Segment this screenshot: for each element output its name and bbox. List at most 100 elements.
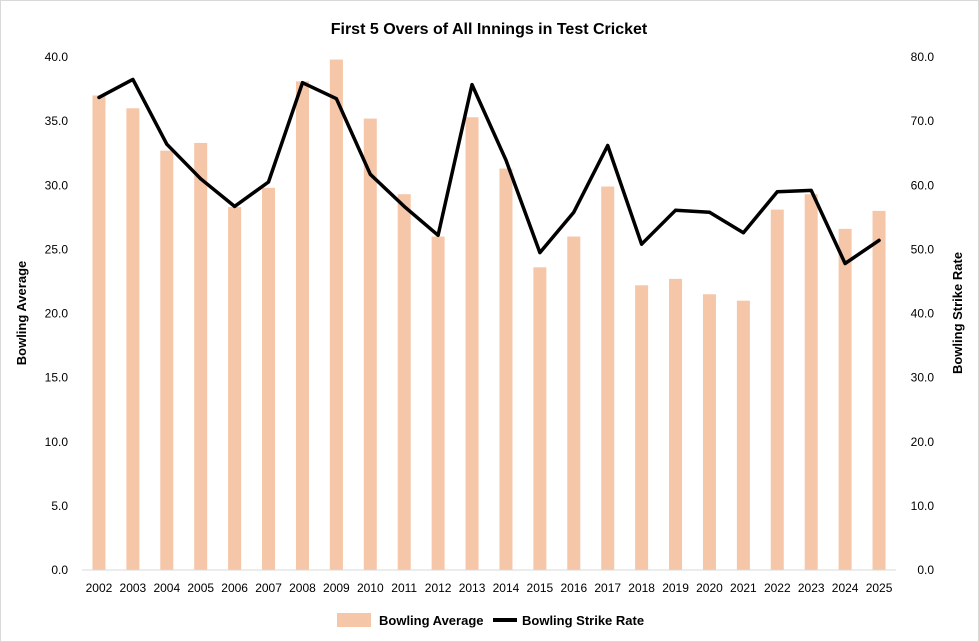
left-tick-label: 15.0 [45, 371, 69, 385]
line-point-bowling-strike-rate [233, 204, 237, 208]
right-tick-label: 20.0 [911, 435, 935, 449]
left-axis-ticks: 0.0 5.0 10.0 15.0 20.0 25.0 30.0 35.0 40.0 [45, 50, 69, 577]
line-point-bowling-strike-rate [843, 261, 847, 265]
x-tick-label: 2024 [832, 581, 859, 595]
bar-bowling-average [804, 194, 818, 571]
line-point-bowling-strike-rate [267, 180, 271, 184]
legend-swatch-bowling-average [337, 613, 371, 627]
legend-label-bowling-average: Bowling Average [379, 613, 484, 628]
line-point-bowling-strike-rate [436, 233, 440, 237]
x-tick-label: 2003 [120, 581, 147, 595]
bar-bowling-average [329, 59, 343, 570]
right-axis-ticks: 0.0 10.0 20.0 30.0 40.0 50.0 60.0 70.0 80.0 [911, 50, 935, 577]
bar-bowling-average [465, 117, 479, 570]
right-tick-label: 10.0 [911, 499, 935, 513]
x-tick-label: 2007 [255, 581, 282, 595]
x-tick-label: 2009 [323, 581, 350, 595]
x-tick-label: 2017 [594, 581, 621, 595]
line-point-bowling-strike-rate [300, 81, 304, 85]
right-tick-label: 80.0 [911, 50, 935, 64]
line-point-bowling-strike-rate [775, 190, 779, 194]
left-tick-label: 40.0 [45, 50, 69, 64]
bar-bowling-average [499, 168, 513, 570]
right-tick-label: 30.0 [911, 371, 935, 385]
right-tick-label: 70.0 [911, 114, 935, 128]
bar-bowling-average [262, 187, 276, 570]
x-tick-label: 2022 [764, 581, 791, 595]
line-point-bowling-strike-rate [199, 177, 203, 181]
line-point-bowling-strike-rate [470, 83, 474, 87]
x-axis-ticks: 2002 2003 2004 2005 2006 2007 2008 2009 2010 2011… [86, 581, 893, 595]
line-point-bowling-strike-rate [368, 172, 372, 176]
bar-bowling-average [601, 186, 615, 570]
line-point-bowling-strike-rate [809, 188, 813, 192]
line-bowling-strike-rate [97, 77, 881, 266]
bar-bowling-average [126, 108, 140, 571]
bar-bowling-average [770, 209, 784, 570]
x-tick-label: 2002 [86, 581, 113, 595]
x-tick-label: 2015 [527, 581, 554, 595]
bar-bowling-average [702, 294, 716, 570]
bar-bowling-average [736, 300, 750, 570]
bar-bowling-average [431, 236, 445, 571]
x-tick-label: 2010 [357, 581, 384, 595]
line-point-bowling-strike-rate [741, 231, 745, 235]
legend: Bowling Average Bowling Strike Rate [337, 613, 644, 628]
left-tick-label: 10.0 [45, 435, 69, 449]
right-tick-label: 0.0 [917, 563, 934, 577]
x-tick-label: 2012 [425, 581, 452, 595]
line-point-bowling-strike-rate [334, 97, 338, 101]
line-point-bowling-strike-rate [504, 158, 508, 162]
left-tick-label: 25.0 [45, 242, 69, 256]
left-tick-label: 30.0 [45, 178, 69, 192]
bar-bowling-average [295, 81, 309, 571]
bar-series [92, 59, 886, 571]
line-point-bowling-strike-rate [707, 210, 711, 214]
x-tick-label: 2013 [459, 581, 486, 595]
x-tick-label: 2008 [289, 581, 316, 595]
x-tick-label: 2014 [493, 581, 520, 595]
x-tick-label: 2021 [730, 581, 757, 595]
line-series [97, 77, 881, 266]
line-point-bowling-strike-rate [640, 242, 644, 246]
bar-bowling-average [92, 95, 106, 570]
bar-bowling-average [838, 228, 852, 571]
bar-bowling-average [533, 267, 547, 570]
left-tick-label: 35.0 [45, 114, 69, 128]
right-tick-label: 60.0 [911, 178, 935, 192]
right-axis-title: Bowling Strike Rate [950, 252, 965, 374]
chart-title: First 5 Overs of All Innings in Test Cri… [331, 21, 648, 38]
line-point-bowling-strike-rate [538, 251, 542, 255]
right-tick-label: 50.0 [911, 242, 935, 256]
x-tick-label: 2023 [798, 581, 825, 595]
x-tick-label: 2011 [391, 581, 417, 595]
bar-bowling-average [228, 207, 242, 571]
bar-bowling-average [397, 194, 411, 571]
left-axis-title: Bowling Average [14, 261, 29, 366]
right-tick-label: 40.0 [911, 307, 935, 321]
bar-bowling-average [872, 210, 886, 570]
bar-bowling-average [567, 236, 581, 571]
bar-bowling-average [194, 142, 208, 571]
line-point-bowling-strike-rate [402, 204, 406, 208]
x-tick-label: 2025 [866, 581, 893, 595]
x-tick-label: 2006 [221, 581, 248, 595]
x-tick-label: 2005 [187, 581, 214, 595]
left-tick-label: 5.0 [51, 499, 68, 513]
left-tick-label: 0.0 [51, 563, 68, 577]
x-tick-label: 2019 [662, 581, 689, 595]
line-point-bowling-strike-rate [606, 143, 610, 147]
x-tick-label: 2020 [696, 581, 723, 595]
line-point-bowling-strike-rate [165, 142, 169, 146]
line-point-bowling-strike-rate [131, 77, 135, 81]
line-point-bowling-strike-rate [674, 208, 678, 212]
line-point-bowling-strike-rate [877, 238, 881, 242]
x-tick-label: 2004 [153, 581, 180, 595]
x-tick-label: 2018 [628, 581, 655, 595]
left-tick-label: 20.0 [45, 307, 69, 321]
bar-bowling-average [160, 150, 174, 570]
line-point-bowling-strike-rate [97, 95, 101, 99]
